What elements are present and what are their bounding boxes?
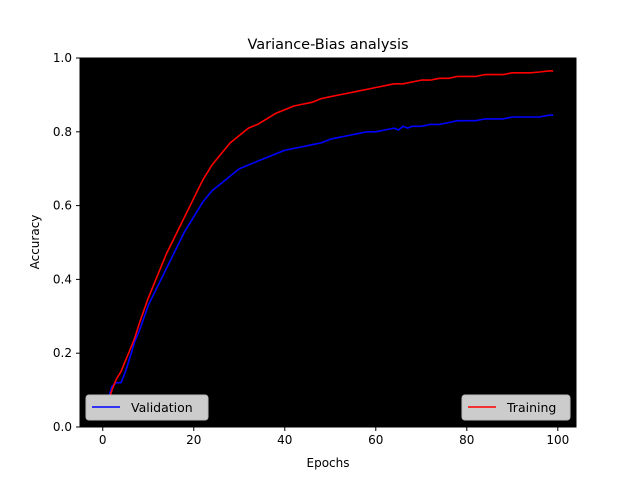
legend-training-box <box>461 394 571 421</box>
chart-title: Variance-Bias analysis <box>247 37 408 53</box>
x-tick-label: 80 <box>459 433 474 447</box>
legend-validation-box <box>85 394 209 421</box>
legend-training: Training <box>461 394 571 421</box>
series-line-training <box>106 70 554 406</box>
legend-validation: Validation <box>85 394 209 421</box>
y-tick-label: 0.0 <box>53 420 72 434</box>
plot-area <box>79 57 577 428</box>
legend-training-label: Training <box>506 400 556 415</box>
y-tick-label: 0.2 <box>53 346 72 360</box>
legend-validation-label: Validation <box>131 400 193 415</box>
series-layer <box>106 70 554 406</box>
x-axis-label: Epochs <box>307 456 350 470</box>
x-tick-label: 60 <box>368 433 383 447</box>
x-tick-label: 20 <box>186 433 201 447</box>
x-tick-label: 40 <box>277 433 292 447</box>
axes-layer: 0 20 40 60 80 100 0.0 0.2 0.4 0.6 0.8 1.0 <box>53 51 569 447</box>
x-tick-label: 100 <box>546 433 569 447</box>
y-tick-label: 0.8 <box>53 125 72 139</box>
y-tick-label: 0.6 <box>53 199 72 213</box>
y-axis-label: Accuracy <box>28 215 42 270</box>
y-tick-label: 1.0 <box>53 51 72 65</box>
series-line-validation <box>106 114 554 402</box>
x-tick-label: 0 <box>99 433 107 447</box>
y-tick-label: 0.4 <box>53 272 72 286</box>
